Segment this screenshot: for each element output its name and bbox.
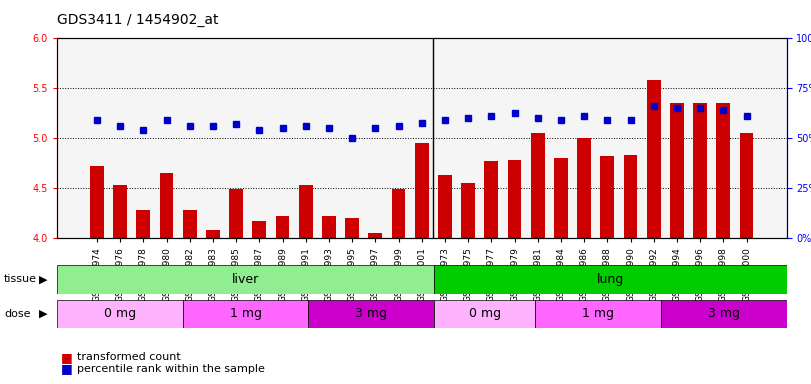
FancyBboxPatch shape bbox=[661, 300, 787, 328]
Bar bbox=[230, 189, 243, 384]
FancyBboxPatch shape bbox=[435, 265, 787, 294]
FancyBboxPatch shape bbox=[535, 300, 661, 328]
Bar bbox=[182, 210, 197, 384]
Text: 3 mg: 3 mg bbox=[708, 308, 740, 320]
Text: ■: ■ bbox=[61, 351, 72, 364]
Text: GDS3411 / 1454902_at: GDS3411 / 1454902_at bbox=[57, 13, 218, 27]
Bar bbox=[114, 185, 127, 384]
Bar bbox=[461, 183, 475, 384]
Text: percentile rank within the sample: percentile rank within the sample bbox=[77, 364, 265, 374]
Bar bbox=[693, 103, 707, 384]
FancyBboxPatch shape bbox=[182, 300, 308, 328]
Bar bbox=[160, 173, 174, 384]
Bar bbox=[136, 210, 150, 384]
Text: liver: liver bbox=[232, 273, 260, 286]
Bar bbox=[670, 103, 684, 384]
Bar bbox=[600, 156, 614, 384]
FancyBboxPatch shape bbox=[308, 300, 435, 328]
FancyBboxPatch shape bbox=[435, 300, 535, 328]
Text: 0 mg: 0 mg bbox=[104, 308, 135, 320]
Bar bbox=[90, 166, 104, 384]
FancyBboxPatch shape bbox=[57, 300, 182, 328]
Bar bbox=[484, 161, 498, 384]
Bar bbox=[368, 233, 382, 384]
Text: 0 mg: 0 mg bbox=[469, 308, 500, 320]
Bar bbox=[624, 155, 637, 384]
Bar bbox=[276, 216, 290, 384]
Bar bbox=[740, 133, 753, 384]
Text: 1 mg: 1 mg bbox=[230, 308, 261, 320]
Text: tissue: tissue bbox=[4, 274, 37, 285]
Text: ▶: ▶ bbox=[39, 274, 47, 285]
Text: transformed count: transformed count bbox=[77, 352, 181, 362]
Text: 1 mg: 1 mg bbox=[582, 308, 614, 320]
Bar bbox=[577, 138, 591, 384]
Text: lung: lung bbox=[597, 273, 624, 286]
Text: 3 mg: 3 mg bbox=[355, 308, 388, 320]
Bar bbox=[554, 158, 568, 384]
Text: ■: ■ bbox=[61, 362, 72, 375]
Bar bbox=[322, 216, 336, 384]
Bar bbox=[530, 133, 545, 384]
Bar bbox=[298, 185, 313, 384]
Bar bbox=[508, 160, 521, 384]
FancyBboxPatch shape bbox=[57, 265, 435, 294]
Bar bbox=[206, 230, 220, 384]
Bar bbox=[414, 143, 429, 384]
Text: dose: dose bbox=[4, 309, 31, 319]
Text: ▶: ▶ bbox=[39, 309, 47, 319]
Bar bbox=[438, 175, 452, 384]
Bar bbox=[716, 103, 730, 384]
Bar bbox=[252, 221, 266, 384]
Bar bbox=[392, 189, 406, 384]
Bar bbox=[646, 80, 661, 384]
Bar bbox=[345, 218, 359, 384]
